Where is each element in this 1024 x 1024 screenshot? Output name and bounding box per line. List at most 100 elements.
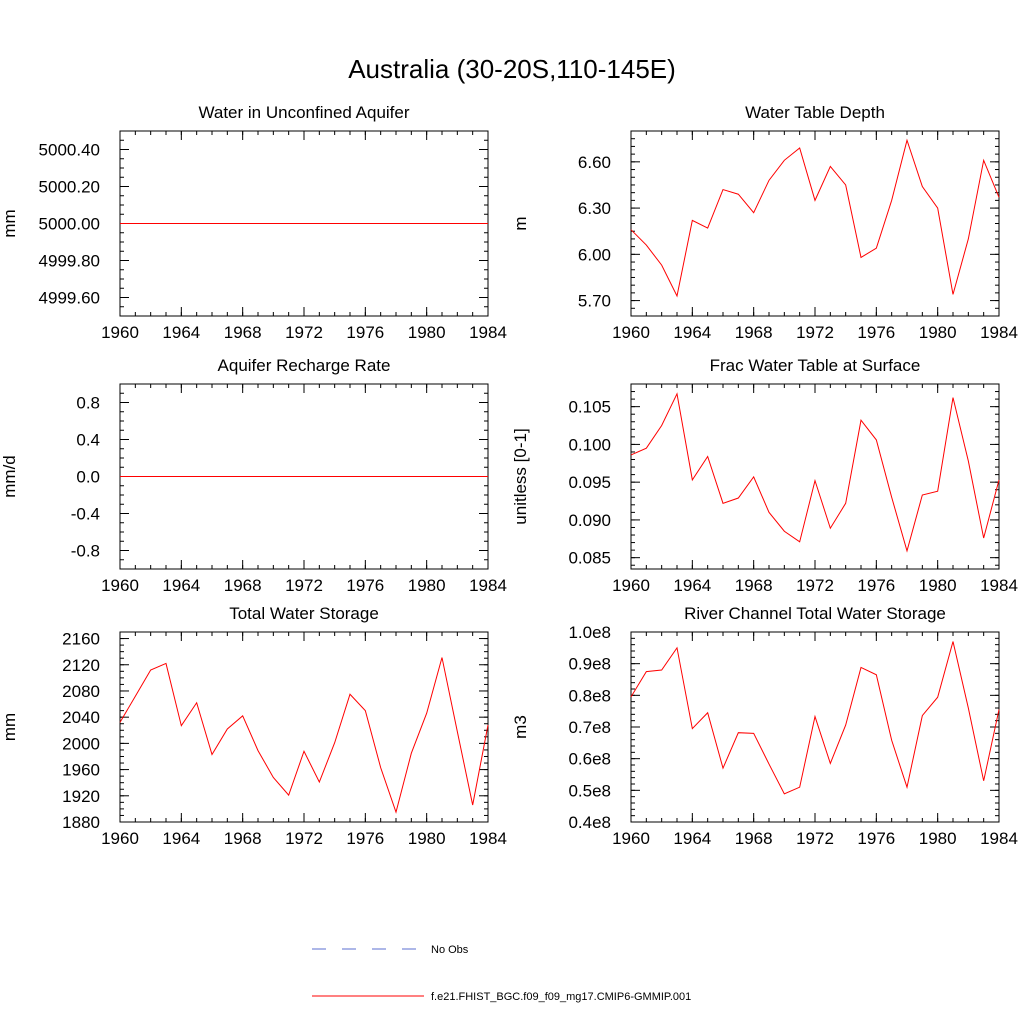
panel-water-in-unconfined-aquifer-y-tick-label: 4999.80 bbox=[39, 252, 100, 271]
panel-river-channel-total-water-storage-x-tick-label: 1976 bbox=[857, 829, 895, 848]
panel-water-in-unconfined-aquifer: Water in Unconfined Aquifer 1960 1964 1968 1… bbox=[0, 103, 507, 342]
panel-total-water-storage: Total Water Storage 1960 1964 1968 1972 1976 1… bbox=[0, 604, 507, 848]
panel-total-water-storage-y-tick-label: 1960 bbox=[62, 761, 100, 780]
panel-river-channel-total-water-storage-y-tick-label: 0.5e8 bbox=[568, 781, 611, 800]
panel-water-table-depth-frame bbox=[630, 130, 1000, 317]
panel-frac-water-table-at-surface-y-axis-label: unitless [0-1] bbox=[511, 428, 530, 524]
panel-water-table-depth-y-tick-label: 5.70 bbox=[578, 292, 611, 311]
panel-total-water-storage-x-tick-label: 1980 bbox=[408, 829, 446, 848]
panel-aquifer-recharge-rate-y-tick-label: -0.8 bbox=[71, 542, 100, 561]
panel-river-channel-total-water-storage: River Channel Total Water Storage 1960 196… bbox=[511, 604, 1018, 848]
panel-river-channel-total-water-storage-y-tick-label: 0.7e8 bbox=[568, 718, 611, 737]
panel-aquifer-recharge-rate-title: Aquifer Recharge Rate bbox=[218, 356, 391, 375]
panel-aquifer-recharge-rate-x-tick-label: 1972 bbox=[285, 576, 323, 595]
panel-water-in-unconfined-aquifer-x-tick-label: 1984 bbox=[469, 323, 507, 342]
panel-water-in-unconfined-aquifer-title: Water in Unconfined Aquifer bbox=[198, 103, 409, 122]
panel-frac-water-table-at-surface-x-tick-label: 1984 bbox=[980, 576, 1018, 595]
panel-river-channel-total-water-storage-y-tick-label: 0.4e8 bbox=[568, 813, 611, 832]
legend-entry-no-obs: No Obs bbox=[312, 944, 469, 956]
panel-water-table-depth-y-tick-label: 6.30 bbox=[578, 199, 611, 218]
panel-river-channel-total-water-storage-x-tick-label: 1980 bbox=[919, 829, 957, 848]
panel-water-in-unconfined-aquifer-y-tick-label: 5000.00 bbox=[39, 215, 100, 234]
panel-total-water-storage-y-tick-label: 1920 bbox=[62, 787, 100, 806]
panel-water-table-depth-y-tick-label: 6.60 bbox=[578, 153, 611, 172]
panel-water-in-unconfined-aquifer-y-axis-label: mm bbox=[0, 209, 19, 237]
panel-water-in-unconfined-aquifer-x-tick-label: 1980 bbox=[408, 323, 446, 342]
panel-frac-water-table-at-surface: Frac Water Table at Surface 1960 1964 1968 1… bbox=[511, 356, 1018, 595]
panel-water-table-depth-x-tick-label: 1976 bbox=[857, 323, 895, 342]
panel-river-channel-total-water-storage-title: River Channel Total Water Storage bbox=[684, 604, 946, 623]
panel-frac-water-table-at-surface-x-tick-label: 1960 bbox=[612, 576, 650, 595]
panel-total-water-storage-x-tick-label: 1972 bbox=[285, 829, 323, 848]
panel-water-in-unconfined-aquifer-x-tick-label: 1968 bbox=[224, 323, 262, 342]
panel-aquifer-recharge-rate-y-tick-label: 0.8 bbox=[76, 394, 100, 413]
figure-title: Australia (30-20S,110-145E) bbox=[348, 54, 676, 84]
panel-river-channel-total-water-storage-x-tick-label: 1968 bbox=[735, 829, 773, 848]
panel-aquifer-recharge-rate-x-tick-label: 1968 bbox=[224, 576, 262, 595]
panel-total-water-storage-series-line bbox=[119, 657, 489, 814]
panel-aquifer-recharge-rate-x-tick-label: 1976 bbox=[346, 576, 384, 595]
panel-total-water-storage-y-tick-label: 1880 bbox=[62, 813, 100, 832]
panel-aquifer-recharge-rate-x-tick-label: 1980 bbox=[408, 576, 446, 595]
panel-frac-water-table-at-surface-series-line bbox=[630, 392, 1000, 553]
panel-total-water-storage-y-tick-label: 2120 bbox=[62, 656, 100, 675]
panel-total-water-storage-title: Total Water Storage bbox=[229, 604, 379, 623]
panel-aquifer-recharge-rate-y-tick-label: -0.4 bbox=[71, 505, 100, 524]
panel-total-water-storage-frame bbox=[119, 631, 489, 823]
panel-total-water-storage-x-tick-label: 1960 bbox=[101, 829, 139, 848]
legend-label-no-obs: No Obs bbox=[431, 944, 469, 956]
legend-entry-model-run: f.e21.FHIST_BGC.f09_f09_mg17.CMIP6-GMMIP… bbox=[312, 991, 691, 1003]
panel-frac-water-table-at-surface-title: Frac Water Table at Surface bbox=[710, 356, 921, 375]
panel-river-channel-total-water-storage-series-line bbox=[630, 641, 1000, 795]
legend-label-model-run: f.e21.FHIST_BGC.f09_f09_mg17.CMIP6-GMMIP… bbox=[431, 991, 691, 1003]
panel-total-water-storage-x-tick-label: 1976 bbox=[346, 829, 384, 848]
panel-frac-water-table-at-surface-x-tick-label: 1968 bbox=[735, 576, 773, 595]
panel-frac-water-table-at-surface-y-tick-label: 0.105 bbox=[568, 398, 611, 417]
panel-water-in-unconfined-aquifer-x-tick-label: 1976 bbox=[346, 323, 384, 342]
panel-aquifer-recharge-rate-y-tick-label: 0.4 bbox=[76, 431, 100, 450]
panel-frac-water-table-at-surface-frame bbox=[630, 383, 1000, 570]
panel-total-water-storage-x-tick-label: 1968 bbox=[224, 829, 262, 848]
panel-aquifer-recharge-rate-x-tick-label: 1964 bbox=[162, 576, 200, 595]
panel-river-channel-total-water-storage-x-tick-label: 1972 bbox=[796, 829, 834, 848]
panel-total-water-storage-y-tick-label: 2160 bbox=[62, 630, 100, 649]
panel-water-in-unconfined-aquifer-x-tick-label: 1960 bbox=[101, 323, 139, 342]
panel-water-table-depth-title: Water Table Depth bbox=[745, 103, 885, 122]
panel-frac-water-table-at-surface-y-tick-label: 0.100 bbox=[568, 435, 611, 454]
panel-water-table-depth-y-tick-label: 6.00 bbox=[578, 245, 611, 264]
panel-frac-water-table-at-surface-x-tick-label: 1976 bbox=[857, 576, 895, 595]
panel-total-water-storage-y-tick-label: 2040 bbox=[62, 708, 100, 727]
panel-total-water-storage-y-tick-label: 2080 bbox=[62, 682, 100, 701]
panel-water-in-unconfined-aquifer-x-tick-label: 1964 bbox=[162, 323, 200, 342]
panel-river-channel-total-water-storage-y-axis-label: m3 bbox=[511, 715, 530, 739]
panel-aquifer-recharge-rate: Aquifer Recharge Rate 1960 1964 1968 1972 197… bbox=[0, 356, 507, 595]
panel-water-table-depth: Water Table Depth 1960 1964 1968 1972 1976 198… bbox=[511, 103, 1018, 342]
panel-water-table-depth-x-tick-label: 1984 bbox=[980, 323, 1018, 342]
panel-water-table-depth-y-axis-label: m bbox=[511, 216, 530, 230]
panel-aquifer-recharge-rate-x-tick-label: 1960 bbox=[101, 576, 139, 595]
panel-frac-water-table-at-surface-y-tick-label: 0.085 bbox=[568, 549, 611, 568]
panel-total-water-storage-x-tick-label: 1984 bbox=[469, 829, 507, 848]
panel-frac-water-table-at-surface-x-tick-label: 1964 bbox=[673, 576, 711, 595]
panel-river-channel-total-water-storage-frame bbox=[630, 631, 1000, 823]
panel-water-in-unconfined-aquifer-y-tick-label: 5000.40 bbox=[39, 141, 100, 160]
panel-frac-water-table-at-surface-y-tick-label: 0.095 bbox=[568, 473, 611, 492]
panel-frac-water-table-at-surface-x-tick-label: 1972 bbox=[796, 576, 834, 595]
panel-river-channel-total-water-storage-y-tick-label: 0.8e8 bbox=[568, 686, 611, 705]
panel-water-table-depth-x-tick-label: 1964 bbox=[673, 323, 711, 342]
panel-aquifer-recharge-rate-x-tick-label: 1984 bbox=[469, 576, 507, 595]
panel-river-channel-total-water-storage-y-tick-label: 0.6e8 bbox=[568, 750, 611, 769]
panel-water-table-depth-series-line bbox=[630, 138, 1000, 298]
panel-water-in-unconfined-aquifer-y-tick-label: 5000.20 bbox=[39, 178, 100, 197]
panel-river-channel-total-water-storage-x-tick-label: 1960 bbox=[612, 829, 650, 848]
panel-aquifer-recharge-rate-y-tick-label: 0.0 bbox=[76, 468, 100, 487]
panel-water-in-unconfined-aquifer-y-tick-label: 4999.60 bbox=[39, 289, 100, 308]
panel-river-channel-total-water-storage-y-tick-label: 1.0e8 bbox=[568, 623, 611, 642]
chart-panels: Water in Unconfined Aquifer 1960 1964 1968 1… bbox=[0, 103, 1018, 848]
panel-river-channel-total-water-storage-x-tick-label: 1964 bbox=[673, 829, 711, 848]
panel-water-table-depth-x-tick-label: 1980 bbox=[919, 323, 957, 342]
panel-total-water-storage-x-tick-label: 1964 bbox=[162, 829, 200, 848]
panel-water-table-depth-x-tick-label: 1972 bbox=[796, 323, 834, 342]
panel-water-table-depth-x-tick-label: 1968 bbox=[735, 323, 773, 342]
